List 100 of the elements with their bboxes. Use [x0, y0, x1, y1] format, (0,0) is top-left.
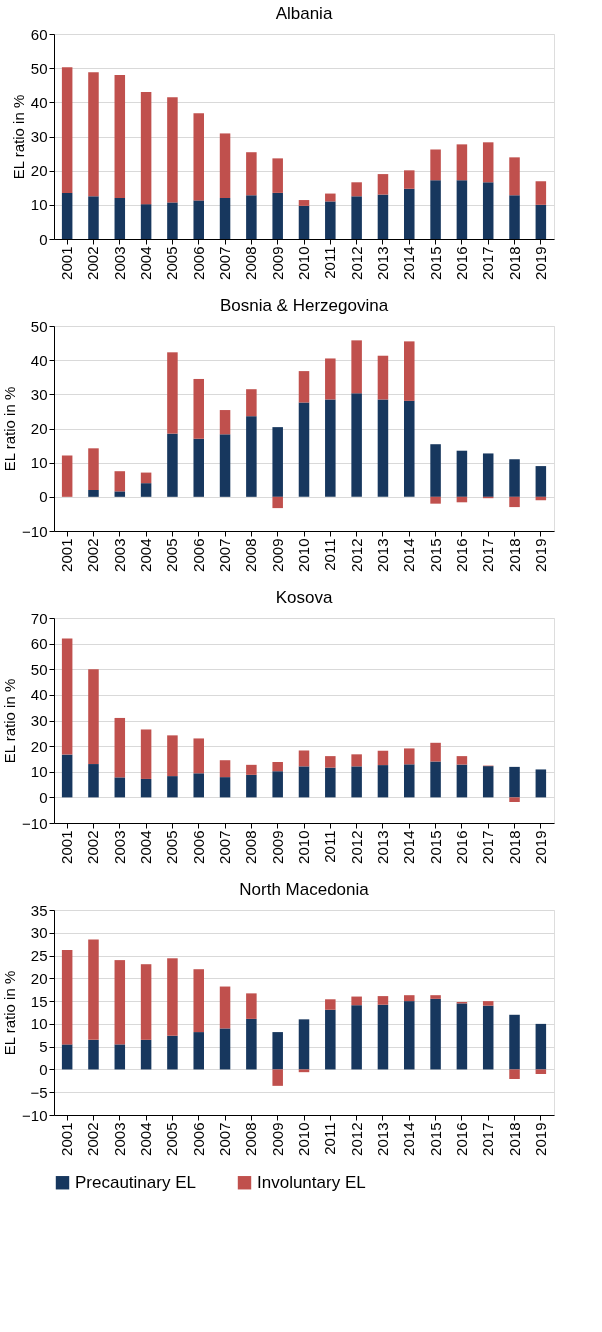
bar [404, 170, 415, 189]
bar [298, 1069, 310, 1073]
y-tick-label: 50 [30, 660, 48, 678]
bar [272, 771, 283, 798]
bar [246, 993, 257, 1019]
bar [219, 198, 231, 239]
bar [272, 496, 283, 509]
bar [456, 764, 468, 798]
bar [114, 717, 126, 778]
y-tick-label: 0 [39, 1060, 48, 1078]
bar [193, 738, 204, 774]
x-tick-label: 2007 [216, 246, 234, 280]
bar [193, 969, 204, 1033]
y-axis-title: EL ratio in % [1, 678, 19, 764]
x-tick-label: 2003 [110, 830, 128, 864]
y-tick-label: 20 [30, 969, 48, 987]
bar [377, 1004, 389, 1070]
y-tick-label: 40 [30, 351, 48, 369]
bar [193, 773, 204, 798]
bar [193, 438, 204, 497]
y-tick-label: 35 [30, 901, 48, 919]
x-tick-label: 2008 [242, 246, 260, 280]
x-tick-label: 2015 [426, 246, 444, 280]
bar [272, 1069, 283, 1086]
bar [298, 200, 310, 206]
bar [167, 1035, 178, 1070]
bar [325, 201, 336, 239]
y-tick-label: 40 [30, 93, 48, 111]
x-tick-label: 2016 [452, 1122, 470, 1156]
x-tick-label: 2015 [426, 1122, 444, 1156]
y-tick-label: 60 [30, 635, 48, 653]
bar [61, 1044, 73, 1070]
x-tick-label: 2005 [163, 246, 181, 280]
bar [61, 950, 73, 1045]
bar [509, 459, 520, 497]
bar [430, 995, 441, 999]
bar [246, 774, 257, 798]
bar [456, 1003, 468, 1070]
x-tick-label: 2012 [347, 1122, 365, 1156]
x-tick-label: 2013 [373, 246, 391, 280]
bar [114, 75, 126, 198]
x-tick-label: 2004 [137, 1122, 155, 1156]
y-tick-label: −10 [22, 522, 48, 540]
x-tick-label: 2009 [268, 830, 286, 864]
bar [377, 194, 389, 239]
bar [193, 1032, 204, 1070]
bar [351, 766, 362, 798]
x-tick-label: 2019 [531, 246, 549, 280]
bar [535, 1023, 547, 1070]
y-tick-label: −5 [30, 1083, 48, 1101]
bar [61, 638, 73, 755]
bar [325, 767, 336, 798]
bar [456, 180, 468, 239]
bar [430, 761, 441, 798]
bar [482, 453, 494, 497]
bar [325, 399, 336, 497]
x-tick-label: 2010 [295, 538, 312, 572]
y-tick-label: 10 [30, 763, 48, 781]
y-tick-label: 60 [30, 25, 48, 43]
x-tick-label: 2006 [189, 538, 207, 572]
x-tick-label: 2010 [295, 246, 312, 280]
bar [377, 996, 389, 1005]
bar [456, 450, 468, 497]
x-tick-label: 2011 [321, 830, 339, 863]
y-tick-label: 0 [39, 788, 48, 806]
bar [351, 393, 362, 497]
x-tick-label: 2018 [505, 538, 523, 572]
bar [140, 483, 152, 497]
x-tick-label: 2019 [531, 1122, 549, 1156]
bar [404, 188, 415, 239]
y-tick-label: −10 [22, 1106, 48, 1124]
bar [509, 1069, 520, 1080]
bar [272, 427, 283, 497]
y-tick-label: 30 [30, 385, 48, 403]
bar [404, 341, 415, 401]
y-tick-label: 50 [30, 317, 48, 335]
bar [246, 1018, 257, 1070]
bar [482, 182, 494, 239]
bar [272, 158, 283, 193]
bar [430, 149, 441, 181]
bar [430, 496, 441, 504]
y-tick-label: 70 [30, 609, 48, 627]
x-tick-label: 2007 [216, 1122, 234, 1156]
bar [325, 358, 336, 400]
bar [535, 466, 547, 497]
x-tick-label: 2014 [400, 830, 418, 864]
bar [167, 352, 178, 434]
bar [535, 204, 547, 239]
x-tick-label: 2012 [347, 830, 365, 864]
bar [140, 1039, 152, 1070]
bar [298, 205, 310, 239]
bar [246, 389, 257, 417]
x-tick-label: 2002 [84, 538, 102, 572]
y-tick-label: 0 [39, 488, 48, 506]
x-tick-label: 2014 [400, 538, 418, 572]
x-tick-label: 2001 [58, 246, 76, 280]
x-tick-label: 2006 [189, 246, 207, 280]
x-tick-label: 2018 [505, 830, 523, 864]
bar [88, 939, 99, 1040]
bar [430, 998, 441, 1070]
